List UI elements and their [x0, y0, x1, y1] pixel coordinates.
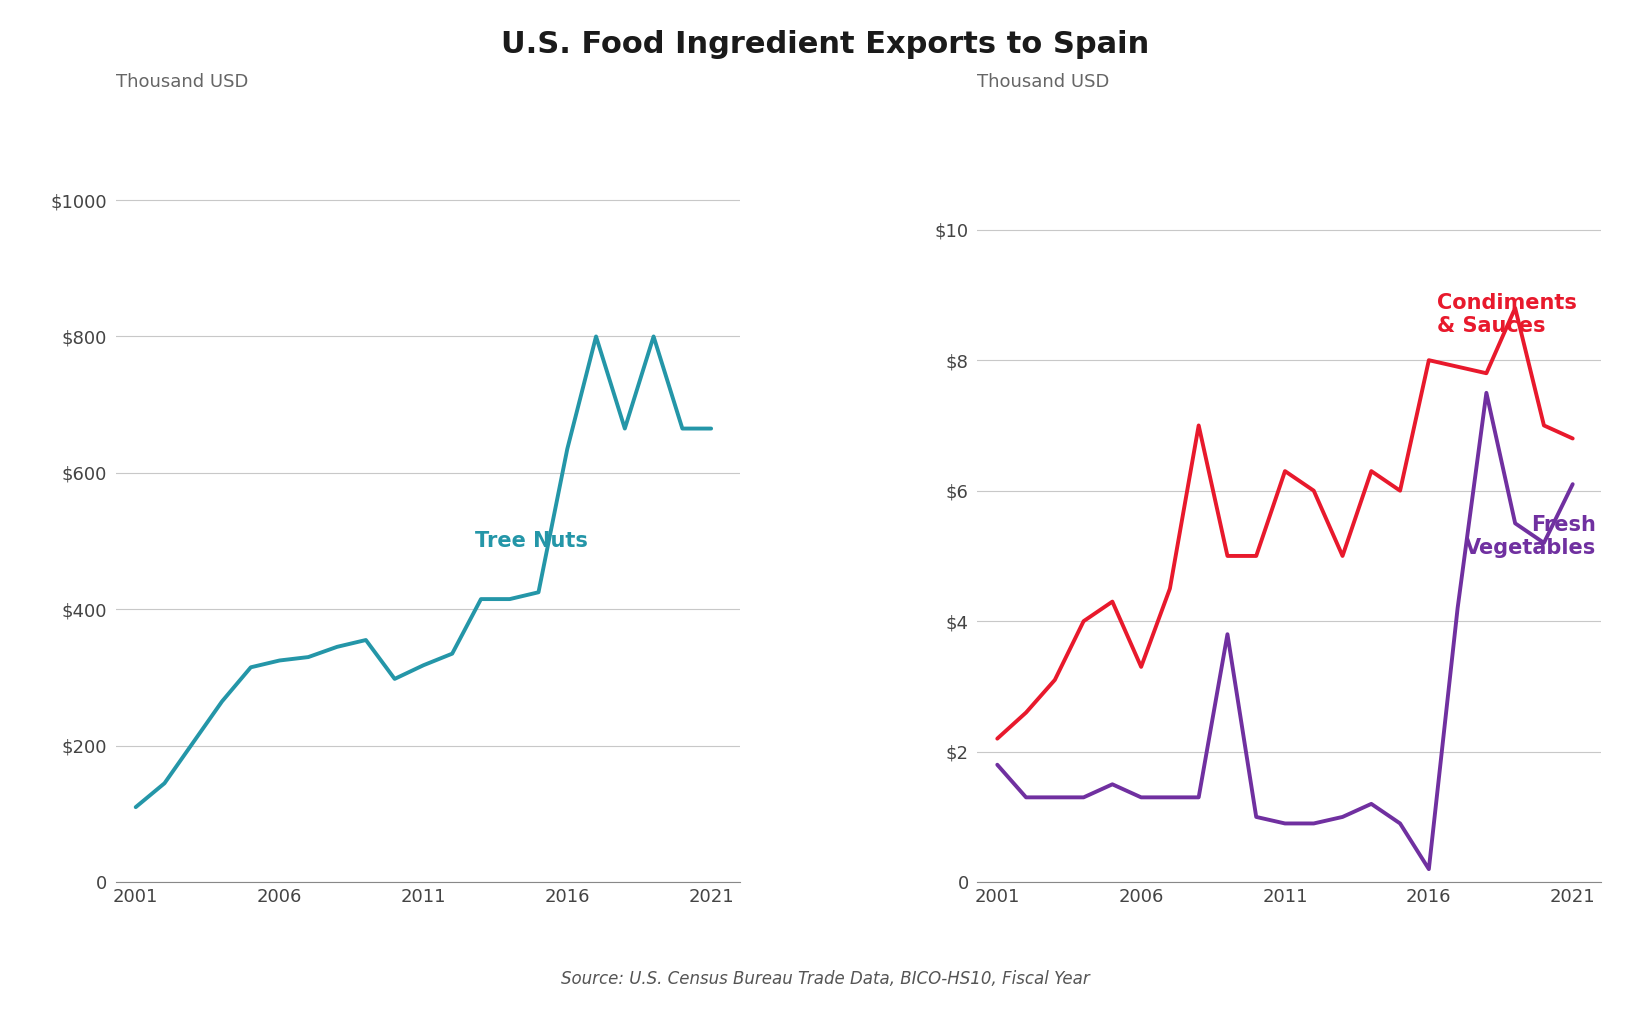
Text: Thousand USD: Thousand USD [116, 73, 248, 90]
Text: Fresh
Vegetables: Fresh Vegetables [1464, 515, 1597, 558]
Text: Tree Nuts: Tree Nuts [475, 531, 588, 551]
Text: Source: U.S. Census Bureau Trade Data, BICO-HS10, Fiscal Year: Source: U.S. Census Bureau Trade Data, B… [561, 969, 1090, 988]
Text: U.S. Food Ingredient Exports to Spain: U.S. Food Ingredient Exports to Spain [502, 30, 1149, 60]
Text: Thousand USD: Thousand USD [977, 73, 1109, 90]
Text: Condiments
& Sauces: Condiments & Sauces [1438, 293, 1577, 336]
